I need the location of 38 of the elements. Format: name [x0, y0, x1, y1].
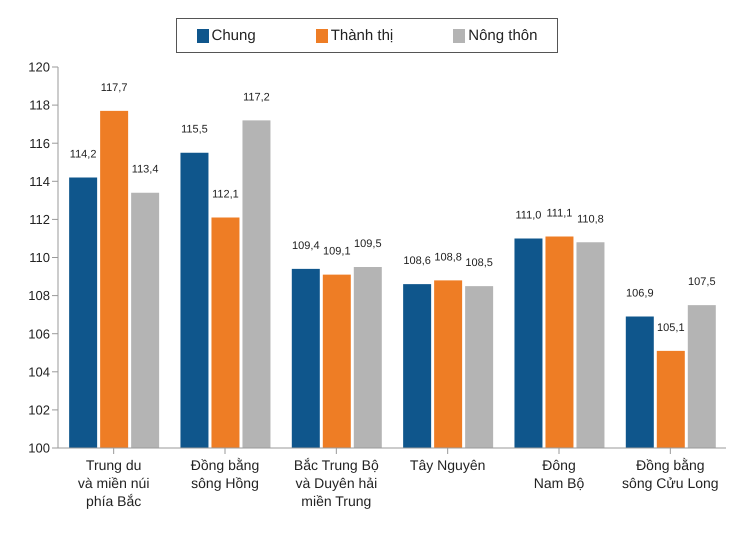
data-label: 109,4	[292, 240, 320, 252]
y-tick-label: 112	[29, 212, 50, 228]
data-label: 108,6	[403, 255, 431, 268]
data-label: 109,1	[323, 246, 351, 258]
data-label: 113,4	[132, 164, 158, 176]
x-tick-label: Tây Nguyên	[410, 457, 486, 473]
y-tick-label: 116	[29, 136, 50, 151]
legend-label: Chung	[210, 27, 256, 44]
x-tick-label: Đồng bằng sông Hồng	[190, 457, 260, 491]
y-tick-label: 120	[28, 60, 50, 75]
y-tick-label: 110	[29, 250, 50, 266]
data-label: 111,1	[546, 208, 572, 220]
y-tick-label: 100	[28, 440, 50, 456]
x-tick-label: Đông Nam Bộ	[534, 457, 584, 491]
x-tick-label: Trung du và miền núi phía Bắc	[78, 457, 150, 509]
y-tick-label: 102	[28, 402, 50, 418]
data-label: 106,9	[626, 288, 654, 300]
data-label: 115,5	[181, 124, 208, 136]
legend-label: Nông thôn	[467, 27, 538, 44]
x-tick-label: Đồng bằng sông Cửu Long	[622, 457, 719, 491]
data-label: 107,5	[688, 276, 716, 288]
data-label: 109,5	[354, 238, 382, 250]
data-label: 108,8	[434, 251, 462, 264]
data-label: 117,7	[100, 82, 128, 94]
y-tick-label: 114	[29, 174, 50, 189]
data-label: 110,8	[577, 213, 604, 226]
data-label: 117,2	[243, 91, 270, 104]
data-label: 112,1	[212, 188, 239, 200]
y-tick-label: 118	[29, 98, 50, 113]
y-tick-label: 104	[28, 364, 50, 380]
x-tick-label: Bắc Trung Bộ và Duyên hải miền Trung	[294, 457, 379, 509]
data-label: 105,1	[657, 322, 685, 334]
data-label: 108,5	[465, 257, 493, 270]
data-label: 111,0	[516, 209, 542, 222]
data-label: 114,2	[70, 148, 96, 160]
y-tick-label: 108	[28, 288, 50, 304]
y-tick-label: 106	[28, 326, 50, 342]
legend-label: Thành thị	[330, 27, 394, 44]
